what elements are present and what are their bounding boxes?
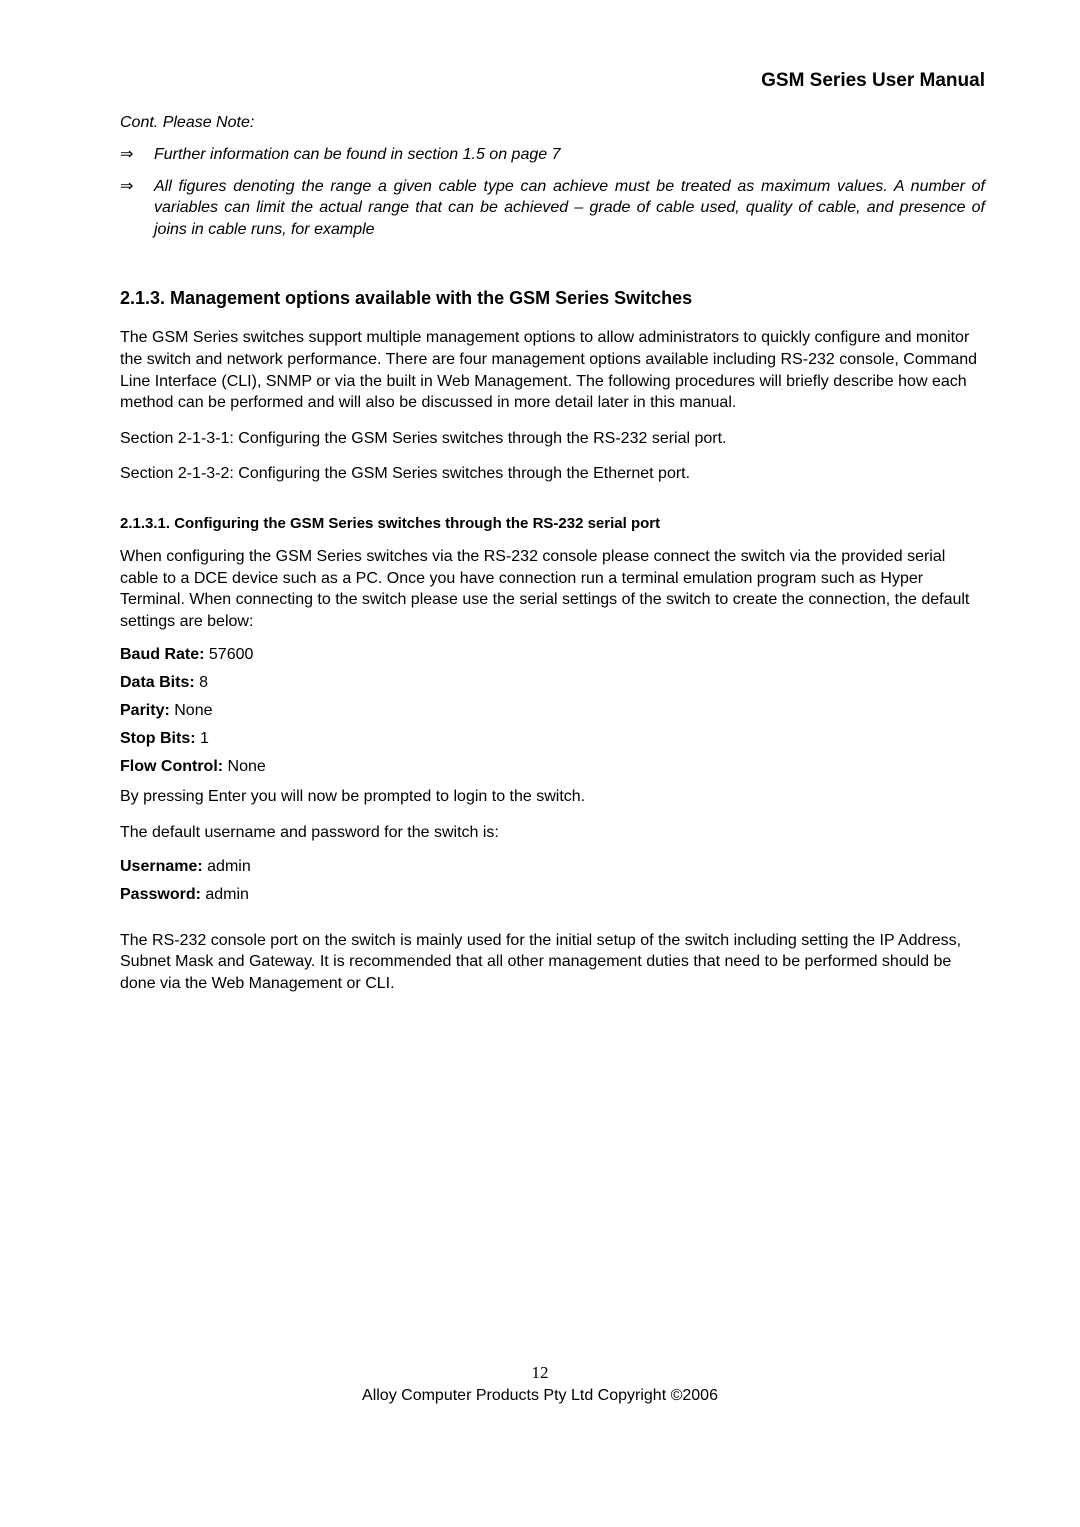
setting-parity: Parity: None bbox=[120, 702, 985, 720]
setting-value: 8 bbox=[195, 674, 208, 691]
setting-label: Baud Rate: bbox=[120, 646, 204, 663]
credential-value: admin bbox=[203, 858, 251, 875]
setting-value: None bbox=[170, 702, 213, 719]
credential-password: Password: admin bbox=[120, 886, 985, 904]
credential-username: Username: admin bbox=[120, 858, 985, 876]
section-heading: 2.1.3. Management options available with… bbox=[120, 288, 985, 309]
body-paragraph: The RS-232 console port on the switch is… bbox=[120, 930, 985, 995]
arrow-icon: ⇒ bbox=[120, 144, 154, 166]
page-footer: 12 Alloy Computer Products Pty Ltd Copyr… bbox=[0, 1361, 1080, 1407]
setting-data-bits: Data Bits: 8 bbox=[120, 674, 985, 692]
setting-flow-control: Flow Control: None bbox=[120, 758, 985, 776]
setting-value: None bbox=[223, 758, 266, 775]
setting-label: Stop Bits: bbox=[120, 730, 196, 747]
body-paragraph: By pressing Enter you will now be prompt… bbox=[120, 786, 985, 808]
setting-stop-bits: Stop Bits: 1 bbox=[120, 730, 985, 748]
setting-value: 57600 bbox=[204, 646, 253, 663]
setting-label: Data Bits: bbox=[120, 674, 195, 691]
body-paragraph: Section 2-1-3-2: Configuring the GSM Ser… bbox=[120, 463, 985, 485]
page-container: GSM Series User Manual Cont. Please Note… bbox=[0, 0, 1080, 1527]
bullet-item: ⇒ All figures denoting the range a given… bbox=[120, 176, 985, 241]
setting-baud-rate: Baud Rate: 57600 bbox=[120, 646, 985, 664]
continuation-note: Cont. Please Note: bbox=[120, 114, 985, 132]
bullet-text: Further information can be found in sect… bbox=[154, 144, 985, 166]
body-paragraph: Section 2-1-3-1: Configuring the GSM Ser… bbox=[120, 428, 985, 450]
bullet-item: ⇒ Further information can be found in se… bbox=[120, 144, 985, 166]
credential-label: Password: bbox=[120, 886, 201, 903]
credential-value: admin bbox=[201, 886, 249, 903]
copyright-text: Alloy Computer Products Pty Ltd Copyrigh… bbox=[0, 1385, 1080, 1407]
subsection-heading: 2.1.3.1. Configuring the GSM Series swit… bbox=[120, 515, 985, 532]
body-paragraph: The default username and password for th… bbox=[120, 822, 985, 844]
bullet-text: All figures denoting the range a given c… bbox=[154, 176, 985, 241]
setting-value: 1 bbox=[196, 730, 209, 747]
setting-label: Parity: bbox=[120, 702, 170, 719]
body-paragraph: When configuring the GSM Series switches… bbox=[120, 546, 985, 632]
arrow-icon: ⇒ bbox=[120, 176, 154, 241]
document-header: GSM Series User Manual bbox=[120, 70, 985, 92]
page-number: 12 bbox=[0, 1361, 1080, 1385]
body-paragraph: The GSM Series switches support multiple… bbox=[120, 327, 985, 413]
credential-label: Username: bbox=[120, 858, 203, 875]
setting-label: Flow Control: bbox=[120, 758, 223, 775]
